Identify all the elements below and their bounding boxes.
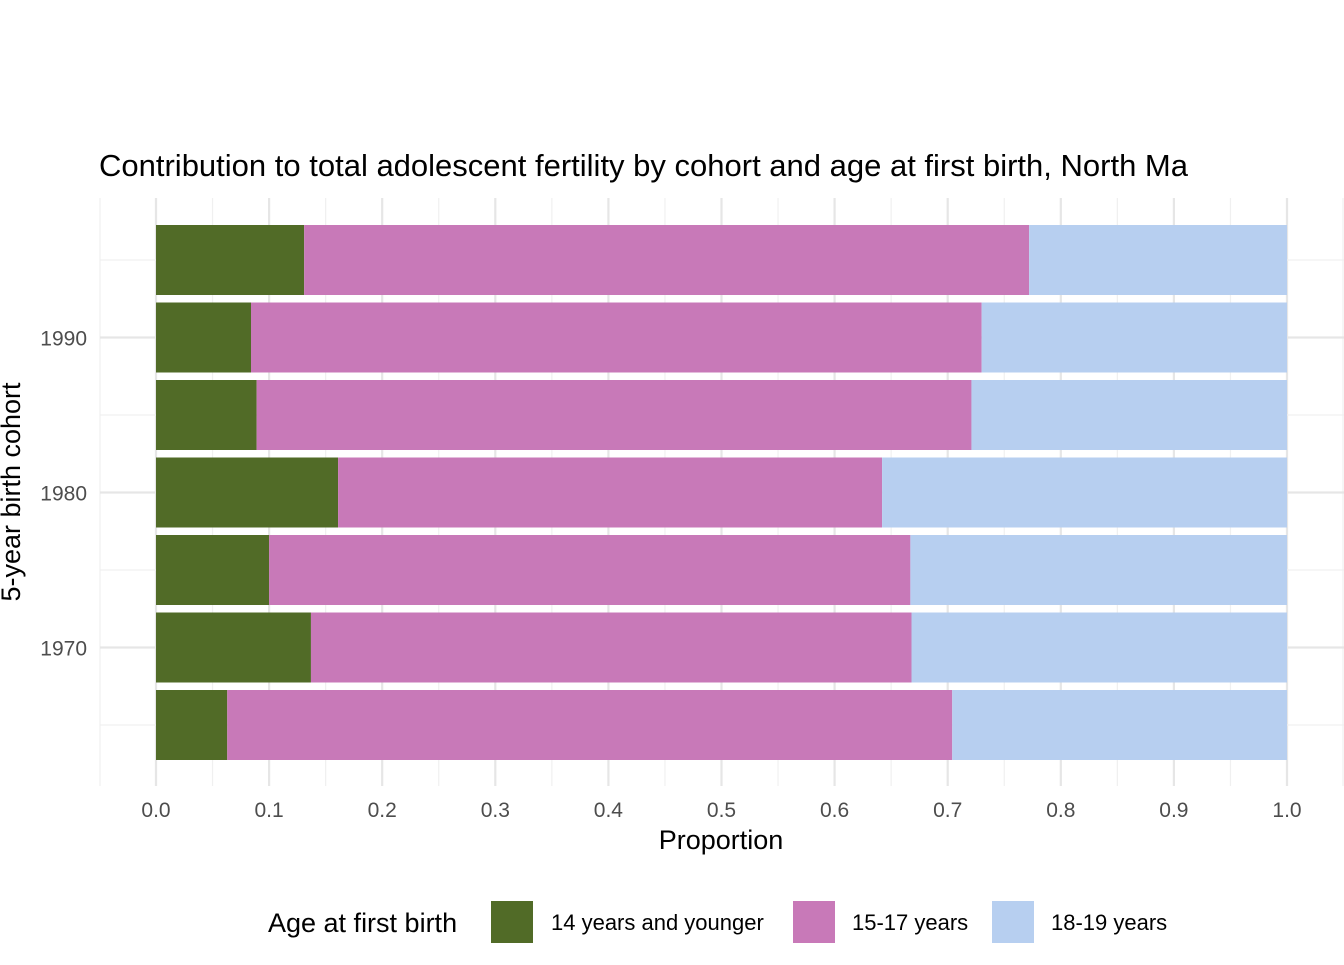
bar-1965-15-17-years [227, 690, 953, 760]
bar-1995-14-years-and-younger [156, 225, 305, 295]
x-tick-label: 0.8 [1046, 799, 1075, 822]
x-tick-label: 0.7 [933, 799, 962, 822]
legend-key [793, 901, 835, 943]
bar-1985-14-years-and-younger [156, 380, 257, 450]
y-tick-label: 1970 [40, 638, 87, 661]
legend: Age at first birth 14 years and younger 1… [268, 901, 1167, 943]
bar-1980-18-19-years [882, 457, 1287, 528]
bar-1995-18-19-years [1029, 225, 1287, 295]
bar-1985-15-17-years [256, 380, 972, 450]
bar-1990-14-years-and-younger [156, 302, 252, 373]
x-tick-label: 0.0 [141, 799, 170, 822]
bar-1970-15-17-years [310, 612, 912, 683]
bar-1980-14-years-and-younger [156, 457, 339, 528]
bar-1995-15-17-years [304, 225, 1030, 295]
x-tick-label: 1.0 [1272, 799, 1301, 822]
x-tick-label: 0.5 [707, 799, 736, 822]
bar-1975-18-19-years [910, 535, 1287, 605]
legend-label: 15-17 years [852, 910, 968, 935]
bar-1990-15-17-years [251, 302, 982, 373]
legend-items: 14 years and younger 15-17 years 18-19 yea… [491, 901, 1167, 943]
x-tick-label: 0.9 [1159, 799, 1188, 822]
chart-title: Contribution to total adolescent fertili… [99, 148, 1189, 183]
bar-1980-15-17-years [338, 457, 883, 528]
legend-key [491, 901, 533, 943]
bar-1990-18-19-years [981, 302, 1287, 373]
y-tick-label: 1990 [40, 328, 87, 351]
bar-layer [156, 225, 1287, 760]
legend-title: Age at first birth [268, 908, 457, 938]
bar-1965-18-19-years [952, 690, 1287, 760]
bar-1965-14-years-and-younger [156, 690, 228, 760]
legend-key [992, 901, 1034, 943]
x-tick-label: 0.4 [594, 799, 624, 822]
legend-label: 18-19 years [1051, 910, 1167, 935]
x-tick-label: 0.2 [368, 799, 397, 822]
legend-label: 14 years and younger [551, 910, 764, 935]
bar-1985-18-19-years [971, 380, 1287, 450]
y-tick-label: 1980 [40, 483, 87, 506]
x-tick-label: 0.1 [254, 799, 283, 822]
bar-1975-14-years-and-younger [156, 535, 270, 605]
y-axis-title: 5-year birth cohort [0, 382, 26, 602]
bar-1970-14-years-and-younger [156, 612, 311, 683]
axis-layer: 0.0 0.1 0.2 0.3 0.4 0.5 0.6 0.7 0.8 0.9 1.0 1970 198… [40, 328, 1301, 823]
bar-1975-15-17-years [269, 535, 911, 605]
bar-1970-18-19-years [911, 612, 1287, 683]
x-tick-label: 0.3 [481, 799, 510, 822]
x-axis-title: Proportion [659, 825, 784, 855]
x-tick-label: 0.6 [820, 799, 849, 822]
